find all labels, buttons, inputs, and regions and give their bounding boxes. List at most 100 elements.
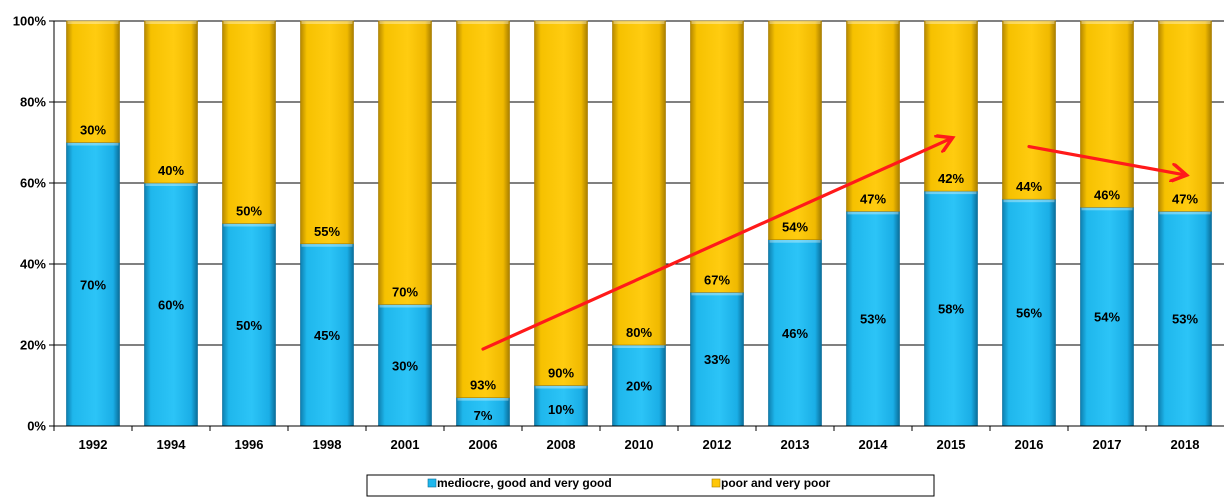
data-label: 90% [548,366,574,381]
bar-bevel [925,191,977,195]
data-label: 33% [704,352,730,367]
bar-bevel [1159,211,1211,215]
bar-segment [924,190,978,427]
y-tick-label: 60% [20,176,46,191]
x-tick-label: 2017 [1093,437,1122,452]
bar-bevel [379,21,431,24]
legend-swatch [711,478,721,488]
bar-bevel [613,345,665,348]
data-label: 50% [236,318,262,333]
x-tick-label: 2008 [547,437,576,452]
bar-bevel [223,223,275,227]
bar-bevel [301,21,353,24]
data-label: 30% [80,123,106,138]
legend-swatch [427,478,437,488]
data-label: 70% [392,285,418,300]
data-label: 54% [1094,310,1120,325]
y-tick-label: 40% [20,257,46,272]
bar-bevel [769,239,821,243]
x-tick-label: 1998 [313,437,342,452]
data-label: 60% [158,298,184,313]
x-tick-label: 2006 [469,437,498,452]
y-tick-label: 0% [27,419,46,434]
bar-bevel [145,183,197,186]
y-tick-label: 100% [13,14,47,29]
trend-arrow [1027,144,1185,175]
bar-segment [690,20,744,293]
x-tick-label: 1992 [79,437,108,452]
bar-bevel [847,211,899,215]
data-label: 30% [392,358,418,373]
y-tick-label: 80% [20,95,46,110]
bar-segment [66,20,120,143]
data-label: 67% [704,272,730,287]
bar-segment [1158,20,1212,212]
bar-segment [924,20,978,192]
bar-segment [1002,20,1056,200]
x-tick-label: 2010 [625,437,654,452]
legend-label: mediocre, good and very good [437,476,612,490]
data-label: 55% [314,224,340,239]
data-label: 44% [1016,179,1042,194]
legend: mediocre, good and very good poor and ver… [366,474,935,497]
data-label: 50% [236,204,262,219]
bar-segment [300,243,354,427]
data-label: 7% [474,408,493,423]
bars [66,20,1212,427]
bar-segment [378,304,432,427]
x-tick-label: 1996 [235,437,264,452]
bar-segment [378,20,432,305]
data-label: 45% [314,328,340,343]
bar-bevel [67,21,119,24]
x-tick-label: 2016 [1015,437,1044,452]
bar-bevel [925,21,977,24]
bar-segment [534,20,588,386]
legend-label: poor and very poor [721,476,831,490]
bar-segment [612,344,666,427]
bar-bevel [535,21,587,24]
bar-bevel [457,397,509,401]
x-tick-label: 2018 [1171,437,1200,452]
bar-segment [768,239,822,427]
x-tick-label: 2013 [781,437,810,452]
x-tick-label: 2014 [859,437,889,452]
data-label: 47% [860,191,886,206]
trend-arrow [481,138,951,351]
bar-bevel [1003,199,1055,203]
bar-segment [144,182,198,427]
data-label: 46% [1094,187,1120,202]
data-label: 53% [860,312,886,327]
data-label: 40% [158,163,184,178]
bar-segment [456,20,510,398]
bar-segment [144,20,198,184]
bar-bevel [145,21,197,24]
bar-bevel [535,385,587,389]
bar-segment [1002,198,1056,427]
trend-arrows [481,138,1185,351]
data-label: 54% [782,220,808,235]
bar-bevel [769,21,821,24]
bar-bevel [613,21,665,24]
data-label: 42% [938,171,964,186]
bar-segment [1080,20,1134,208]
bar-bevel [1159,21,1211,24]
bar-bevel [691,292,743,296]
x-tick-label: 1994 [157,437,187,452]
data-label: 53% [1172,312,1198,327]
bar-segment [300,20,354,245]
bar-segment [768,20,822,240]
bar-bevel [1081,21,1133,24]
x-tick-label: 2015 [937,437,966,452]
axes: 0% 20% 40% 60% 80% 100% 1992 1994 1996 1998 2001 20… [13,14,1224,452]
data-label: 46% [782,326,808,341]
bar-bevel [1003,21,1055,24]
data-labels: 70% 30% 60% 40% 50% 50% 45% 55% 30% 70% 7% 93% 10% 90… [80,123,1198,423]
bar-segment [690,292,744,427]
bar-bevel [847,21,899,24]
bar-bevel [67,142,119,146]
bar-bevel [1081,207,1133,211]
data-label: 10% [548,402,574,417]
bar-segment [612,20,666,346]
data-label: 56% [1016,306,1042,321]
